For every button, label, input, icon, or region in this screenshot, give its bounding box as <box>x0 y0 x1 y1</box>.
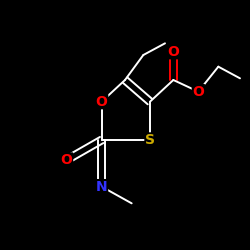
Text: O: O <box>192 85 204 99</box>
Text: O: O <box>96 95 108 109</box>
Text: O: O <box>61 153 72 167</box>
Text: N: N <box>96 180 108 194</box>
Text: O: O <box>168 45 179 59</box>
Text: S: S <box>145 133 155 147</box>
